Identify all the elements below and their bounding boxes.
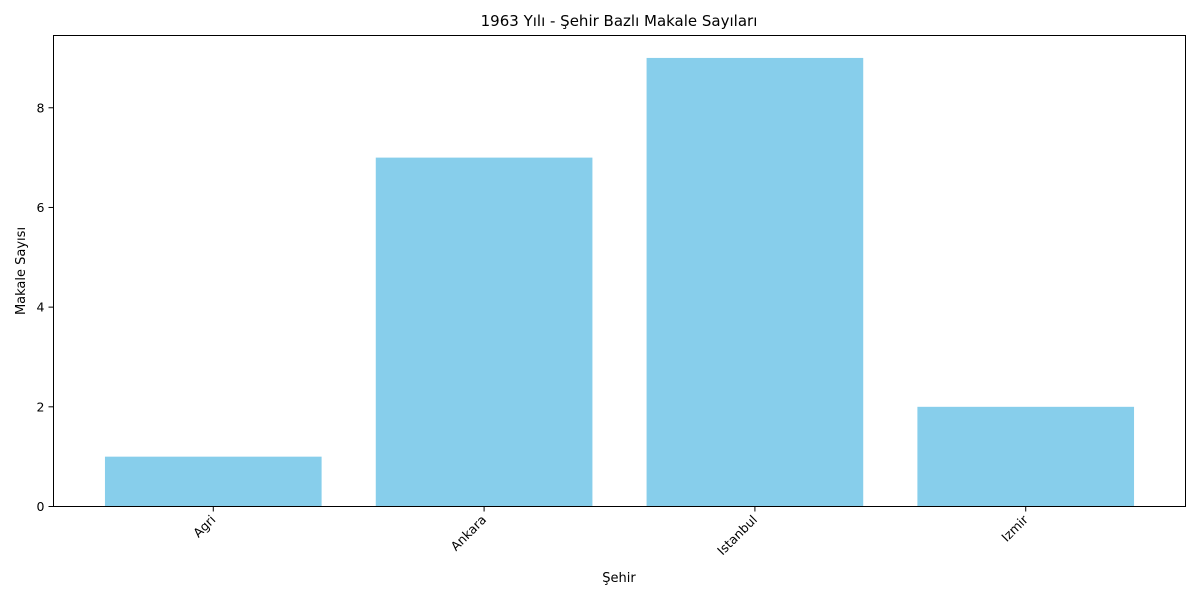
y-tick-label: 2 [37,399,45,414]
y-tick-label: 6 [37,200,45,215]
y-tick-label: 0 [37,499,45,514]
bar-agri [104,456,322,507]
bars-group [104,57,1135,507]
y-axis-label: Makale Sayısı [14,227,29,315]
chart-title: 1963 Yılı - Şehir Bazlı Makale Sayıları [481,12,758,30]
bar-ankara [375,157,593,507]
bar-izmir [917,406,1135,507]
bar-istanbul [646,57,864,507]
x-axis-label: Şehir [602,571,636,586]
y-tick-label: 4 [37,300,45,315]
y-tick-label: 8 [37,100,45,115]
y-axis-ticks: 0 2 4 6 8 [37,100,54,514]
plot-frame [53,35,1186,507]
